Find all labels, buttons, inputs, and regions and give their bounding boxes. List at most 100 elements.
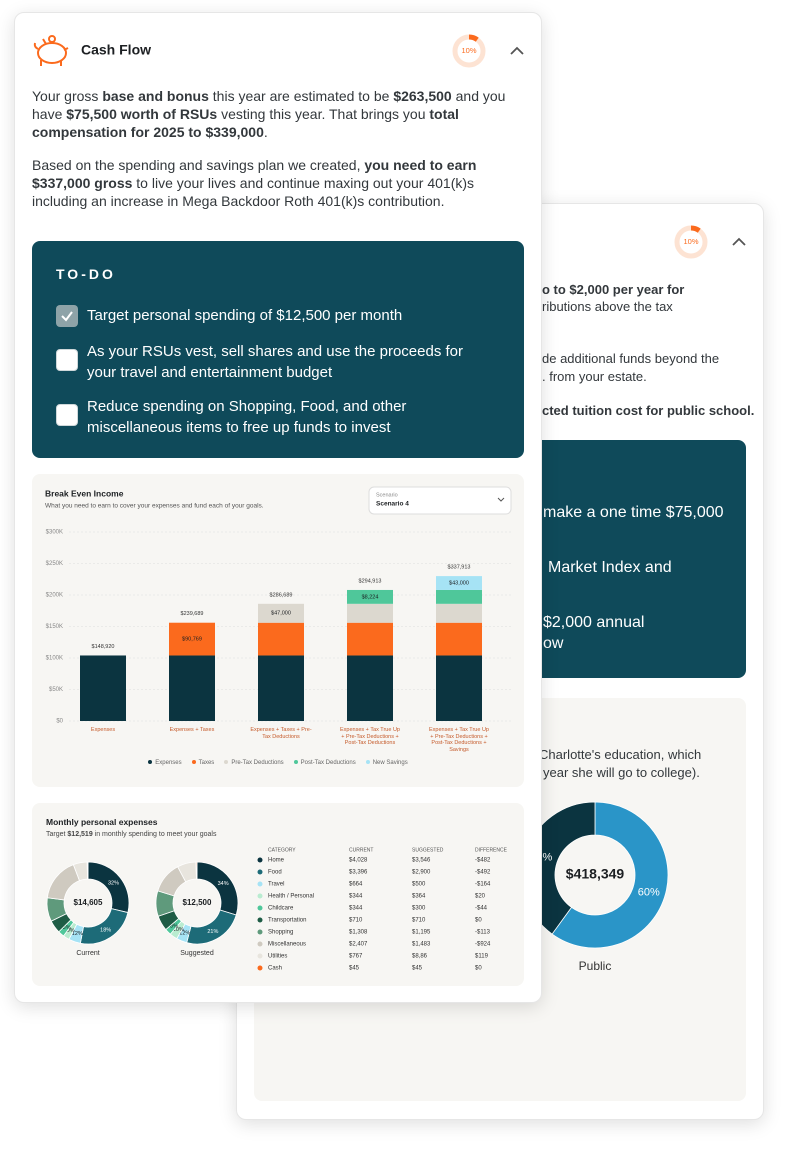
legend-swatch — [224, 760, 229, 765]
text: in monthly spending to meet your goals — [92, 831, 217, 838]
donut-center-label: $418,349 — [566, 866, 625, 882]
table-cell: $344 — [349, 894, 363, 900]
legend-item: New Savings — [365, 760, 408, 766]
segment-label: $90,769 — [182, 637, 202, 643]
table-cell: Health / Personal — [268, 894, 314, 900]
progress-label: 10% — [683, 237, 698, 246]
text: and you have — [32, 88, 506, 122]
table-cell: $4,028 — [349, 858, 368, 864]
scenario-dropdown[interactable] — [368, 486, 512, 515]
category-dot — [257, 953, 263, 959]
bar-segment — [347, 655, 393, 721]
bar-segment — [436, 603, 482, 623]
table-cell: Cash — [268, 966, 282, 972]
table-cell: $710 — [349, 918, 363, 924]
category-dot — [257, 881, 263, 887]
category-dot — [257, 941, 263, 947]
table-cell: $710 — [412, 918, 426, 924]
text: this year are estimated to be — [208, 88, 394, 104]
todo-title: TO-DO — [56, 266, 116, 282]
text: vesting this year. That brings you — [217, 106, 430, 122]
bar-segment — [169, 655, 215, 721]
x-tick-label: Expenses + Tax True Up + Pre-Tax Deducti… — [429, 727, 489, 753]
progress-label: 10% — [461, 46, 476, 55]
legend-label: Expenses — [155, 760, 182, 766]
table-cell: $2,900 — [412, 870, 431, 876]
y-tick-label: $250K — [46, 561, 63, 567]
table-cell: Utilities — [268, 954, 287, 960]
bar-segment — [258, 603, 304, 623]
category-dot — [257, 857, 263, 863]
segment-label: 9% — [67, 928, 75, 934]
segment-label: 18% — [100, 928, 111, 934]
table-cell: $364 — [412, 894, 426, 900]
bar-total-label: $286,689 — [270, 592, 293, 598]
legend-label: Pre-Tax Deductions — [231, 760, 284, 766]
table-cell: $8,86 — [412, 954, 428, 960]
bold-text: $263,500 — [393, 88, 452, 104]
table-cell: -$492 — [475, 870, 491, 876]
card-header: Cash Flow 10% — [33, 34, 524, 68]
box-text: ow — [543, 635, 564, 652]
segment-label: $47,000 — [271, 611, 291, 617]
monthly-expenses-panel: Monthly personal expenses Target $12,519… — [32, 803, 524, 986]
todo-item: As your RSUs vest, sell shares and use t… — [87, 343, 464, 381]
y-tick-label: $150K — [46, 624, 63, 630]
checkbox[interactable] — [56, 349, 78, 371]
table-cell: $0 — [475, 918, 482, 924]
dropdown-chevron — [497, 497, 505, 502]
donut-segment — [46, 864, 80, 901]
segment-label: $8,224 — [362, 594, 379, 600]
legend-label: Taxes — [198, 760, 215, 766]
segment-label: 12% — [179, 931, 190, 937]
collapse-chevron[interactable] — [510, 46, 524, 55]
table-cell: $344 — [349, 906, 363, 912]
table-cell: $20 — [475, 894, 486, 900]
text-fragment: . from your estate. — [542, 369, 647, 384]
text-fragment: de additional funds beyond the — [542, 351, 720, 366]
donut-caption: Public — [579, 959, 612, 973]
table-cell: Home — [268, 858, 285, 864]
paragraph: Based on the spending and savings plan w… — [32, 156, 520, 210]
category-dot — [257, 905, 263, 911]
table-cell: Miscellaneous — [268, 942, 306, 948]
table-cell: Shopping — [268, 930, 293, 936]
table-cell: $119 — [475, 954, 489, 960]
table-cell: $664 — [349, 882, 363, 888]
checkbox[interactable] — [56, 404, 78, 426]
donut-segment — [79, 908, 129, 945]
legend-label: New Savings — [372, 760, 408, 766]
table-header: CURRENT — [349, 847, 373, 853]
bar-segment — [347, 622, 393, 656]
category-dot — [257, 965, 263, 971]
segment-label: 60% — [638, 886, 660, 898]
bold-text: you need to earn $337,000 gross — [32, 157, 477, 191]
legend-item: Pre-Tax Deductions — [224, 760, 284, 766]
category-dot — [257, 917, 263, 923]
table-cell: Food — [268, 870, 282, 876]
text-fragment: o to $2,000 per year for — [542, 282, 685, 297]
segment-label: 8% — [63, 925, 71, 931]
x-tick-label: Expenses + Taxes — [169, 727, 215, 733]
donut-segment — [186, 909, 237, 945]
check — [61, 311, 73, 322]
segment-label: 34% — [218, 881, 229, 887]
legend-swatch — [293, 760, 298, 765]
table-cell: Transportation — [268, 918, 306, 924]
table-cell: $45 — [412, 966, 423, 972]
collapse-chevron[interactable] — [732, 237, 746, 246]
x-tick-label: Expenses — [90, 727, 116, 733]
todo-item: Reduce spending on Shopping, Food, and o… — [87, 398, 407, 436]
chart-subtitle: What you need to earn to cover your expe… — [45, 503, 264, 510]
checkbox[interactable] — [56, 305, 78, 327]
segment-label: $43,000 — [449, 580, 469, 586]
donut-segment — [86, 861, 89, 880]
bold-text: $75,500 worth of RSUs — [66, 106, 218, 122]
bar-segment — [258, 655, 304, 721]
donut-caption: Suggested — [180, 950, 214, 957]
table-header: CATEGORY — [268, 847, 296, 853]
panel-title: Monthly personal expenses — [46, 817, 158, 827]
table-cell: Travel — [268, 882, 284, 888]
bar-total-label: $239,689 — [181, 611, 204, 617]
